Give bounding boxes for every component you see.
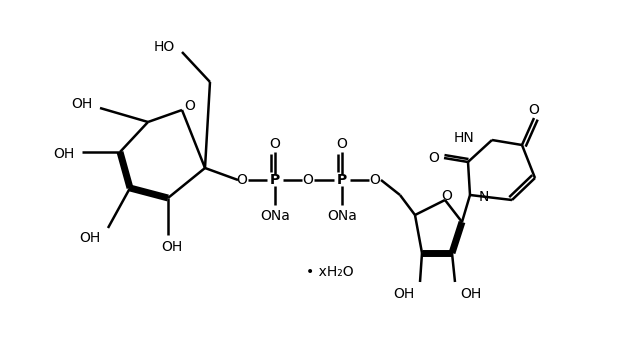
- Text: O: O: [337, 137, 348, 151]
- Text: OH: OH: [161, 240, 182, 254]
- Text: OH: OH: [460, 287, 482, 301]
- Text: ONa: ONa: [327, 209, 357, 223]
- Text: O: O: [529, 103, 540, 117]
- Text: O: O: [184, 99, 195, 113]
- Text: O: O: [429, 151, 440, 165]
- Text: N: N: [479, 190, 489, 204]
- Text: HO: HO: [154, 40, 175, 54]
- Text: • xH₂O: • xH₂O: [306, 265, 354, 279]
- Text: O: O: [442, 189, 452, 203]
- Text: O: O: [303, 173, 314, 187]
- Text: OH: OH: [394, 287, 415, 301]
- Text: OH: OH: [72, 97, 93, 111]
- Text: OH: OH: [79, 231, 100, 245]
- Text: O: O: [369, 173, 380, 187]
- Text: O: O: [269, 137, 280, 151]
- Text: P: P: [270, 173, 280, 187]
- Text: HN: HN: [453, 131, 474, 145]
- Text: O: O: [237, 173, 248, 187]
- Text: P: P: [337, 173, 347, 187]
- Text: ONa: ONa: [260, 209, 290, 223]
- Text: OH: OH: [53, 147, 75, 161]
